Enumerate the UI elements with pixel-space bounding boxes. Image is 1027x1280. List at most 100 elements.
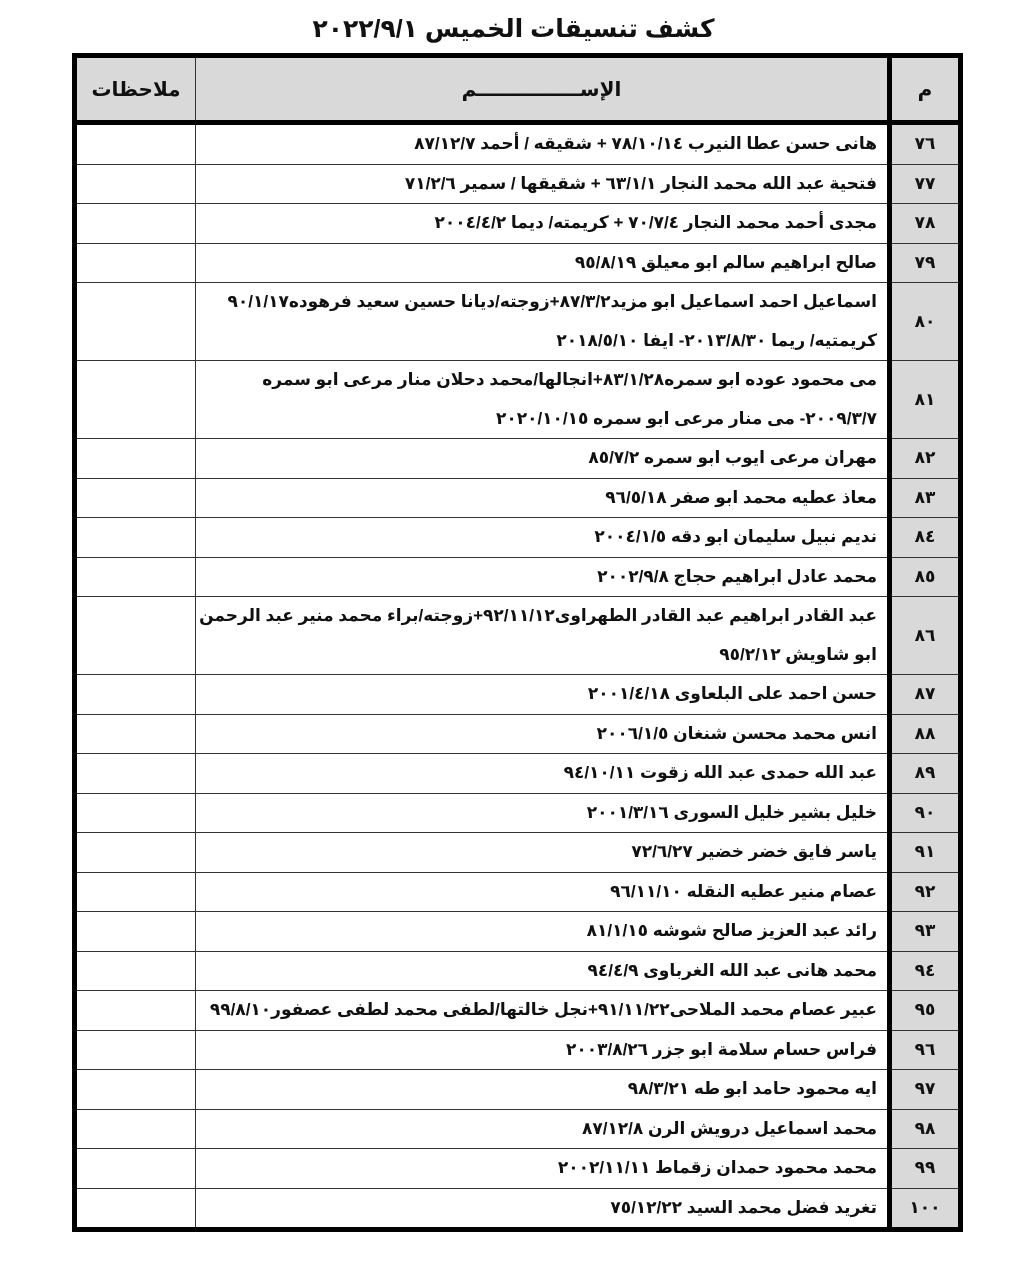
row-number: ٨٩: [887, 753, 961, 794]
name-line: ابو شاويش ٩٥/٢/١٢: [719, 644, 877, 664]
row-number: ٩٨: [887, 1108, 961, 1149]
row-name: محمد محمود حمدان زقماط ٢٠٠٢/١١/١١: [195, 1148, 890, 1189]
name-line: عبد الله حمدى عبد الله زقوت ٩٤/١٠/١١: [563, 763, 877, 782]
row-notes: [74, 556, 196, 597]
row-notes: [74, 1029, 196, 1070]
row-notes: [74, 1069, 196, 1110]
row-number: ٩٢: [887, 871, 961, 912]
table-row: ١٠٠ تغريد فضل محمد السيد ٧٥/١٢/٢٢: [74, 1187, 961, 1230]
table-row: ٨٥ محمد عادل ابراهيم حجاج ٢٠٠٢/٩/٨: [74, 556, 961, 597]
row-name: نديم نبيل سليمان ابو دقه ٢٠٠٤/١/٥: [195, 517, 890, 558]
row-notes: [74, 911, 196, 952]
name-line: فراس حسام سلامة ابو جزر ٢٠٠٣/٨/٢٦: [565, 1039, 877, 1059]
name-line: محمد محمود حمدان زقماط ٢٠٠٢/١١/١١: [557, 1158, 877, 1177]
name-line: عبير عصام محمد الملاحى٩١/١١/٢٢+نجل خالته…: [209, 1000, 877, 1019]
table-row: ٨٧ حسن احمد على البلعاوى ٢٠٠١/٤/١٨: [74, 674, 961, 715]
name-line: كريمتيه/ ريما ٢٠١٣/٨/٣٠- ايفا ٢٠١٨/٥/١٠: [556, 330, 877, 350]
row-notes: [74, 871, 196, 912]
table-row: ٧٨ مجدى أحمد محمد النجار ٧٠/٧/٤ + كريمته/…: [74, 203, 961, 244]
name-line: مى محمود عوده ابو سمره٨٣/١/٢٨+انجالها/مح…: [262, 370, 877, 389]
table-row: ٩٧ ايه محمود حامد ابو طه ٩٨/٣/٢١: [74, 1069, 961, 1110]
row-name: خليل بشير خليل السورى ٢٠٠١/٣/١٦: [195, 792, 890, 833]
table-row: ٩١ ياسر فايق خضر خضير ٧٢/٦/٢٧: [74, 832, 961, 873]
name-line: عبد القادر ابراهيم عبد القادر الطهراوى٩٢…: [199, 606, 877, 625]
row-notes: [74, 1148, 196, 1189]
table-row: ٨٨ انس محمد محسن شنغان ٢٠٠٦/١/٥: [74, 713, 961, 754]
row-number: ٩٤: [887, 950, 961, 991]
row-number: ٨٥: [887, 556, 961, 597]
coordination-table: م الإســـــــــــــــم ملاحظات ٧٦ هانى حس…: [72, 53, 963, 1232]
row-number: ٨٨: [887, 713, 961, 754]
table-row: ٩٨ محمد اسماعيل درويش الرن ٨٧/١٢/٨: [74, 1108, 961, 1149]
row-number: ٨١: [887, 360, 961, 439]
table-row: ٩٤ محمد هانى عبد الله الغرباوى ٩٤/٤/٩: [74, 950, 961, 991]
row-number: ٧٩: [887, 242, 961, 283]
table-row: ٧٦ هانى حسن عطا النيرب ٧٨/١٠/١٤ + شقيقه /…: [74, 122, 961, 165]
row-number: ٩٠: [887, 792, 961, 833]
row-name: محمد هانى عبد الله الغرباوى ٩٤/٤/٩: [195, 950, 890, 991]
name-line: نديم نبيل سليمان ابو دقه ٢٠٠٤/١/٥: [594, 527, 877, 546]
name-line: هانى حسن عطا النيرب ٧٨/١٠/١٤ + شقيقه / أ…: [414, 134, 877, 153]
name-line: صالح ابراهيم سالم ابو معيلق ٩٥/٨/١٩: [574, 252, 877, 272]
table-row: ٨٠ اسماعيل احمد اسماعيل ابو مزيد٨٧/٣/٢+زو…: [74, 282, 961, 361]
row-number: ٨٦: [887, 596, 961, 675]
row-number: ٧٦: [887, 122, 961, 165]
name-line: محمد عادل ابراهيم حجاج ٢٠٠٢/٩/٨: [597, 566, 877, 586]
row-notes: [74, 1108, 196, 1149]
name-line: انس محمد محسن شنغان ٢٠٠٦/١/٥: [596, 723, 877, 743]
table-row: ٨٤ نديم نبيل سليمان ابو دقه ٢٠٠٤/١/٥: [74, 517, 961, 558]
row-notes: [74, 990, 196, 1031]
table-row: ٨٣ معاذ عطيه محمد ابو صفر ٩٦/٥/١٨: [74, 477, 961, 518]
row-name: فتحية عبد الله محمد النجار ٦٣/١/١ + شقيق…: [195, 163, 890, 204]
row-name: عصام منير عطيه النقله ٩٦/١١/١٠: [195, 871, 890, 912]
header-name: الإســـــــــــــــم: [195, 55, 890, 125]
row-number: ٩٥: [887, 990, 961, 1031]
name-line: ايه محمود حامد ابو طه ٩٨/٣/٢١: [627, 1079, 877, 1098]
table-row: ٨٦ عبد القادر ابراهيم عبد القادر الطهراوى…: [74, 596, 961, 675]
row-name: حسن احمد على البلعاوى ٢٠٠١/٤/١٨: [195, 674, 890, 715]
row-name: ياسر فايق خضر خضير ٧٢/٦/٢٧: [195, 832, 890, 873]
name-line: معاذ عطيه محمد ابو صفر ٩٦/٥/١٨: [605, 487, 877, 507]
row-notes: [74, 438, 196, 479]
table-row: ٩٥ عبير عصام محمد الملاحى٩١/١١/٢٢+نجل خال…: [74, 990, 961, 1031]
row-notes: [74, 1187, 196, 1230]
row-number: ٧٨: [887, 203, 961, 244]
table-row: ٩٠ خليل بشير خليل السورى ٢٠٠١/٣/١٦: [74, 792, 961, 833]
name-line: محمد اسماعيل درويش الرن ٨٧/١٢/٨: [581, 1118, 877, 1138]
row-notes: [74, 122, 196, 165]
table-row: ٩٩ محمد محمود حمدان زقماط ٢٠٠٢/١١/١١: [74, 1148, 961, 1189]
row-name: عبير عصام محمد الملاحى٩١/١١/٢٢+نجل خالته…: [195, 990, 890, 1031]
name-line: مجدى أحمد محمد النجار ٧٠/٧/٤ + كريمته/ د…: [434, 213, 877, 232]
name-line: عصام منير عطيه النقله ٩٦/١١/١٠: [610, 881, 877, 901]
table-row: ٨٩ عبد الله حمدى عبد الله زقوت ٩٤/١٠/١١: [74, 753, 961, 794]
row-name: اسماعيل احمد اسماعيل ابو مزيد٨٧/٣/٢+زوجت…: [195, 282, 890, 361]
row-name: محمد عادل ابراهيم حجاج ٢٠٠٢/٩/٨: [195, 556, 890, 597]
row-name: عبد الله حمدى عبد الله زقوت ٩٤/١٠/١١: [195, 753, 890, 794]
table-row: ٧٩ صالح ابراهيم سالم ابو معيلق ٩٥/٨/١٩: [74, 242, 961, 283]
name-line: محمد هانى عبد الله الغرباوى ٩٤/٤/٩: [587, 960, 877, 980]
name-line: اسماعيل احمد اسماعيل ابو مزيد٨٧/٣/٢+زوجت…: [227, 292, 877, 311]
table-row: ٨٢ مهران مرعى ايوب ابو سمره ٨٥/٧/٢: [74, 438, 961, 479]
name-line: مهران مرعى ايوب ابو سمره ٨٥/٧/٢: [588, 448, 877, 467]
row-notes: [74, 517, 196, 558]
row-notes: [74, 477, 196, 518]
row-number: ٨٠: [887, 282, 961, 361]
name-line: رائد عبد العزيز صالح شوشه ٨١/١/١٥: [586, 921, 877, 940]
row-name: فراس حسام سلامة ابو جزر ٢٠٠٣/٨/٢٦: [195, 1029, 890, 1070]
name-line: ٢٠٠٩/٣/٧- مى منار مرعى ابو سمره ٢٠٢٠/١٠/…: [495, 408, 877, 428]
header-number: م: [887, 55, 961, 125]
row-number: ٨٢: [887, 438, 961, 479]
row-number: ٩٩: [887, 1148, 961, 1189]
row-number: ٩٦: [887, 1029, 961, 1070]
row-number: ٩٣: [887, 911, 961, 952]
row-name: مجدى أحمد محمد النجار ٧٠/٧/٤ + كريمته/ د…: [195, 203, 890, 244]
row-notes: [74, 950, 196, 991]
header-notes: ملاحظات: [74, 55, 196, 125]
row-number: ٨٣: [887, 477, 961, 518]
name-line: خليل بشير خليل السورى ٢٠٠١/٣/١٦: [586, 802, 877, 822]
row-number: ٩١: [887, 832, 961, 873]
row-name: انس محمد محسن شنغان ٢٠٠٦/١/٥: [195, 713, 890, 754]
row-name: تغريد فضل محمد السيد ٧٥/١٢/٢٢: [195, 1187, 890, 1230]
row-notes: [74, 674, 196, 715]
row-name: صالح ابراهيم سالم ابو معيلق ٩٥/٨/١٩: [195, 242, 890, 283]
